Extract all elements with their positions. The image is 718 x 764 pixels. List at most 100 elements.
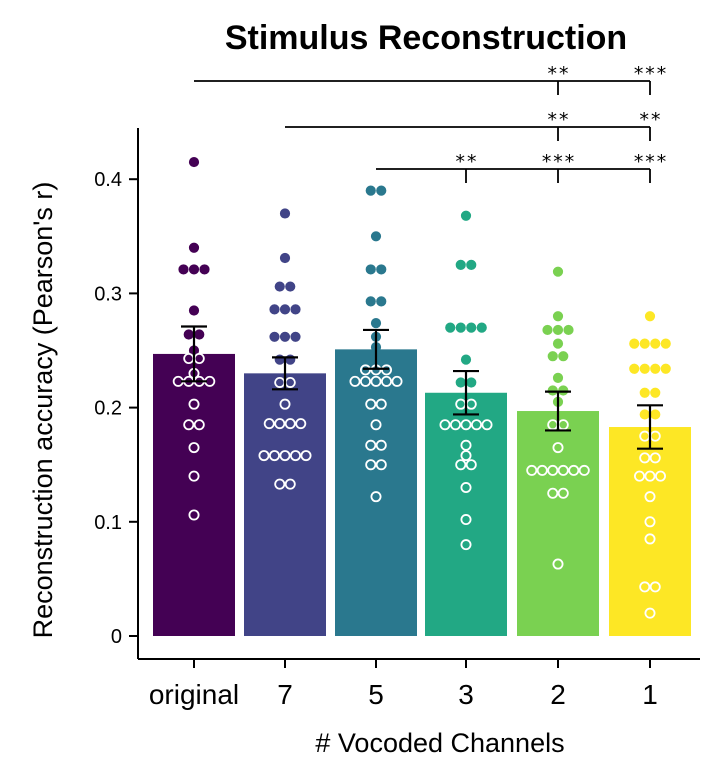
point-5 [376,185,387,196]
point-3 [466,259,477,270]
point-3 [466,377,477,388]
point-7 [284,418,296,430]
significance-label: *** [633,151,667,173]
point-5 [370,419,382,431]
y-tick-label: 0.2 [94,398,122,420]
point-original [188,509,200,521]
y-tick-label: 0.4 [94,169,122,191]
point-5 [370,231,382,242]
point-3 [439,419,451,431]
point-1 [644,470,656,482]
point-1 [629,363,640,374]
point-2 [552,338,564,349]
point-5 [365,398,377,410]
point-5 [380,375,392,387]
point-2 [552,442,564,454]
point-1 [660,338,671,349]
point-5 [349,375,361,387]
point-1 [650,338,661,349]
x-axis-title: # Vocoded Channels [315,728,564,758]
point-7 [274,418,286,430]
point-3 [466,322,477,333]
point-7 [300,450,312,462]
point-7 [279,331,291,342]
significance-label: ** [547,109,570,131]
point-7 [289,450,301,462]
point-3 [476,322,487,333]
point-5 [370,491,382,503]
data-points [172,156,671,619]
point-2 [552,372,564,384]
point-3 [460,450,472,462]
point-3 [455,459,467,471]
point-7 [279,252,291,264]
point-1 [639,581,651,593]
point-5 [370,375,382,387]
point-2 [563,324,574,336]
point-3 [455,322,466,333]
point-2 [547,464,559,476]
bar-7 [244,373,326,636]
error-bars [181,325,663,450]
point-1 [639,363,650,374]
point-2 [547,351,558,362]
point-original [188,264,200,275]
significance-label: ** [639,109,662,131]
y-tick-label: 0.3 [94,283,122,305]
point-1 [644,311,656,322]
chart-title: Stimulus Reconstruction [225,19,627,57]
point-7 [274,281,285,292]
point-5 [359,364,371,376]
point-5 [359,375,371,387]
point-2 [552,558,564,570]
point-original [199,264,210,275]
point-1 [655,470,667,482]
point-7 [269,304,280,315]
bar-2 [517,411,599,636]
significance-label: ** [547,63,570,85]
point-1 [649,452,661,464]
point-1 [639,387,650,398]
point-1 [660,363,671,374]
point-7 [269,331,280,342]
point-7 [290,331,301,342]
significance-label: *** [541,151,575,173]
point-7 [263,418,275,430]
bars [153,349,691,636]
point-5 [375,398,387,410]
x-tick-label-1: 1 [642,679,658,710]
point-5 [365,264,376,275]
point-1 [649,581,661,593]
point-2 [547,487,559,499]
point-original [193,419,205,431]
point-2 [536,464,548,476]
point-3 [460,210,472,221]
point-1 [644,491,656,503]
point-3 [455,259,466,270]
point-1 [639,409,650,420]
point-7 [274,478,286,490]
point-1 [634,470,646,482]
point-5 [365,185,376,196]
point-2 [552,324,564,336]
significance-label: ** [455,151,478,173]
point-2 [552,266,564,277]
x-tick-label-3: 3 [458,679,474,710]
point-original [188,305,200,316]
point-original [178,264,189,275]
point-1 [639,338,650,349]
point-2 [557,464,569,476]
point-2 [552,311,564,322]
point-1 [629,338,640,349]
point-3 [460,439,472,451]
point-7 [279,450,291,462]
point-2 [526,464,538,476]
point-5 [365,439,377,451]
point-7 [290,304,301,315]
point-7 [279,398,291,410]
y-axis-title: Reconstruction accuracy (Pearson's r) [28,182,58,639]
x-tick-label-7: 7 [277,679,293,710]
point-2 [568,464,580,476]
point-3 [445,322,456,333]
